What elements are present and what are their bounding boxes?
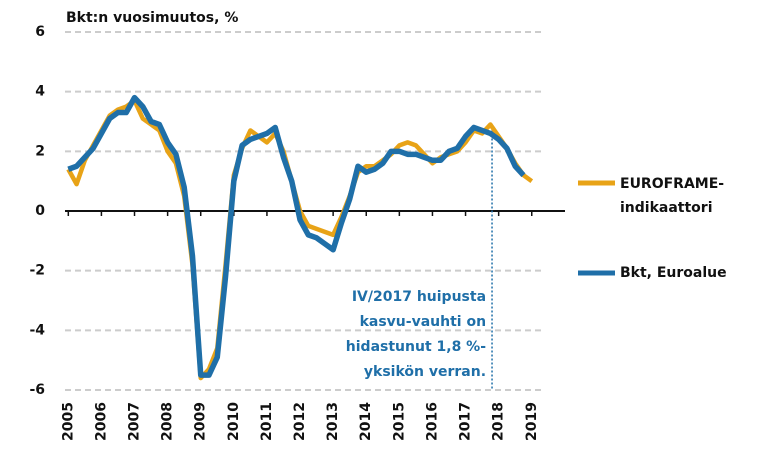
y-tick-label: -2 — [29, 263, 45, 279]
x-tick-label: 2014 — [358, 402, 374, 441]
x-tick-label: 2013 — [325, 402, 341, 441]
x-tick-label: 2005 — [60, 402, 76, 441]
annotation: hidastunut 1,8 %- — [346, 339, 486, 355]
legend-label: Bkt, Euroalue — [620, 265, 727, 281]
y-tick-label: 0 — [35, 203, 45, 219]
x-tick-label: 2012 — [292, 402, 308, 441]
x-tick-label: 2009 — [193, 402, 209, 441]
x-tick-label: 2010 — [226, 402, 242, 441]
y-axis-label: Bkt:n vuosimuutos, % — [66, 10, 238, 26]
x-tick-label: 2006 — [93, 402, 109, 441]
annotation: kasvu-vauhti on — [360, 314, 486, 330]
y-tick-label: 2 — [35, 143, 45, 159]
legend-label: EUROFRAME-indikaattori — [620, 176, 725, 216]
x-tick-label: 2019 — [524, 402, 540, 441]
x-tick-label: 2011 — [259, 402, 275, 441]
annotation: yksikön verran. — [364, 364, 486, 380]
y-tick-label: -4 — [29, 322, 45, 338]
x-tick-label: 2016 — [424, 402, 440, 441]
series-line — [67, 94, 526, 378]
annotation: IV/2017 huipusta — [352, 289, 486, 305]
x-tick-label: 2015 — [391, 402, 407, 441]
x-tick-label: 2017 — [458, 402, 474, 441]
y-tick-label: 4 — [35, 84, 45, 100]
y-tick-label: -6 — [29, 382, 45, 398]
x-tick-label: 2007 — [127, 402, 143, 441]
y-tick-label: 6 — [35, 24, 45, 40]
x-tick-label: 2008 — [160, 402, 176, 441]
x-tick-label: 2018 — [491, 402, 507, 441]
